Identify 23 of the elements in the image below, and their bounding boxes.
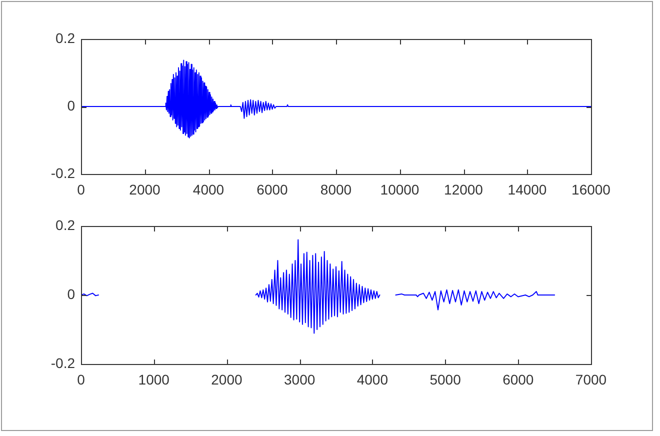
- x-tick-label: 10000: [380, 181, 420, 198]
- x-tick-label: 2000: [211, 371, 242, 388]
- y-tick-label: -0.2: [50, 354, 76, 371]
- x-tick-label: 7000: [575, 371, 607, 388]
- x-tick-label: 4000: [192, 181, 224, 198]
- x-tick-label: 14000: [508, 181, 547, 198]
- y-tick-label: 0.2: [56, 216, 76, 233]
- x-tick-label: 3000: [284, 371, 316, 388]
- x-tick-label: 6000: [502, 371, 534, 388]
- x-tick-label: 16000: [572, 181, 611, 198]
- x-tick-label: 2000: [129, 181, 161, 198]
- x-tick-label: 0: [77, 181, 86, 198]
- x-tick-label: 0: [77, 371, 86, 388]
- x-tick-label: 12000: [444, 181, 484, 198]
- x-tick-label: 4000: [356, 371, 388, 388]
- y-tick-label: 0: [67, 97, 76, 114]
- x-tick-label: 8000: [320, 181, 352, 198]
- x-tick-label: 1000: [138, 371, 170, 388]
- x-tick-label: 5000: [430, 371, 462, 388]
- x-tick-label: 6000: [256, 181, 288, 198]
- y-tick-label: -0.2: [50, 164, 76, 181]
- y-tick-label: 0.2: [56, 30, 76, 46]
- y-tick-label: 0: [67, 286, 76, 302]
